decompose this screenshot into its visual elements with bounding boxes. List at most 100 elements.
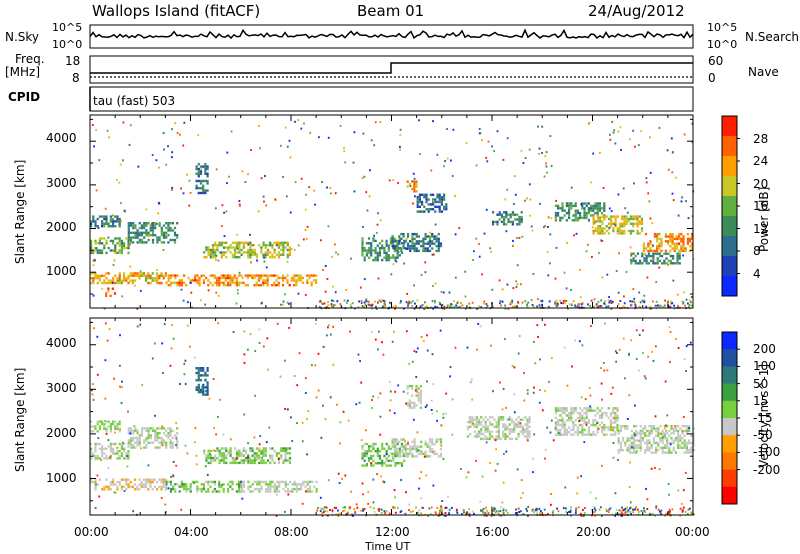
heatmap-cell — [426, 443, 429, 446]
heatmap-cell — [669, 259, 672, 263]
heatmap-cell — [140, 224, 144, 227]
heatmap-cell — [370, 462, 373, 465]
heatmap-cell — [630, 437, 633, 440]
heatmap-cell — [278, 490, 281, 493]
heatmap-cell — [315, 274, 318, 277]
heatmap-cell — [176, 444, 179, 447]
heatmap-cell — [197, 172, 200, 175]
heatmap-cell — [218, 279, 221, 282]
heatmap-cell — [160, 497, 163, 500]
heatmap-cell — [508, 423, 511, 426]
heatmap-cell — [318, 136, 320, 139]
heatmap-cell — [668, 429, 671, 433]
heatmap-cell — [327, 479, 330, 482]
heatmap-cell — [173, 238, 177, 242]
heatmap-cell — [513, 428, 516, 431]
heatmap-cell — [690, 446, 693, 449]
heatmap-cell — [505, 223, 508, 226]
heatmap-cell — [381, 462, 384, 465]
heatmap-cell — [557, 214, 560, 217]
heatmap-cell — [596, 227, 600, 230]
heatmap-cell — [277, 244, 281, 247]
heatmap-cell — [112, 450, 115, 453]
heatmap-cell — [422, 247, 425, 250]
heatmap-cell — [654, 252, 657, 255]
heatmap-cell — [240, 483, 243, 486]
heatmap-cell — [685, 446, 688, 449]
heatmap-cell — [410, 301, 413, 304]
heatmap-cell — [411, 232, 414, 236]
heatmap-cell — [554, 427, 557, 430]
heatmap-cell — [161, 342, 164, 345]
heatmap-cell — [634, 262, 637, 265]
heatmap-cell — [109, 220, 112, 223]
heatmap-cell — [233, 241, 237, 244]
heatmap-cell — [632, 511, 635, 514]
heatmap-cell — [319, 299, 322, 302]
heatmap-cell — [138, 478, 141, 481]
heatmap-cell — [648, 441, 651, 445]
heatmap-cell — [255, 256, 259, 259]
colorbar-segment — [722, 196, 737, 217]
heatmap-cell — [683, 429, 686, 433]
heatmap-cell — [151, 238, 155, 242]
heatmap-cell — [636, 262, 639, 265]
heatmap-cell — [568, 207, 571, 210]
heatmap-cell — [413, 443, 416, 446]
heatmap-cell — [594, 433, 597, 436]
heatmap-cell — [675, 338, 677, 340]
heatmap-cell — [331, 510, 334, 513]
heatmap-cell — [249, 241, 252, 244]
heatmap-cell — [118, 277, 121, 280]
heatmap-cell — [415, 180, 418, 183]
heatmap-cell — [158, 478, 161, 481]
heatmap-cell — [438, 205, 441, 208]
heatmap-cell — [550, 419, 553, 422]
heatmap-cell — [605, 508, 608, 511]
heatmap-cell — [315, 279, 318, 282]
heatmap-cell — [197, 179, 200, 183]
heatmap-cell — [666, 444, 669, 447]
heatmap-cell — [557, 204, 560, 208]
heatmap-cell — [636, 508, 639, 511]
heatmap-cell — [601, 220, 604, 223]
heatmap-cell — [109, 430, 112, 433]
heatmap-cell — [590, 433, 593, 436]
heatmap-cell — [138, 234, 141, 237]
heatmap-cell — [206, 391, 209, 394]
heatmap-cell — [109, 225, 112, 228]
heatmap-cell — [410, 511, 412, 513]
heatmap-cell — [140, 226, 144, 230]
heatmap-cell — [162, 236, 166, 239]
heatmap-cell — [639, 446, 642, 449]
heatmap-cell — [125, 237, 128, 240]
heatmap-cell — [420, 240, 423, 243]
heatmap-cell — [515, 280, 518, 283]
heatmap-cell — [613, 129, 616, 132]
heatmap-cell — [196, 274, 199, 277]
heatmap-cell — [406, 180, 409, 183]
heatmap-cell — [434, 200, 437, 204]
heatmap-cell — [518, 335, 521, 338]
heatmap-cell — [400, 464, 404, 467]
heatmap-cell — [674, 427, 677, 430]
heatmap-cell — [416, 431, 419, 434]
heatmap-cell — [528, 418, 531, 421]
heatmap-cell — [367, 237, 371, 240]
heatmap-cell — [400, 237, 403, 241]
heatmap-cell — [98, 251, 101, 255]
heatmap-cell — [238, 284, 241, 287]
heatmap-cell — [398, 247, 401, 250]
heatmap-cell — [515, 512, 517, 514]
heatmap-cell — [439, 509, 441, 512]
heatmap-cell — [238, 248, 241, 252]
heatmap-cell — [547, 513, 549, 516]
heatmap-cell — [300, 483, 303, 486]
heatmap-cell — [347, 419, 350, 422]
heatmap-cell — [554, 216, 557, 220]
heatmap-cell — [374, 338, 377, 341]
heatmap-cell — [362, 509, 364, 512]
heatmap-cell — [351, 302, 354, 305]
heatmap-cell — [264, 461, 267, 465]
heatmap-cell — [402, 244, 405, 248]
